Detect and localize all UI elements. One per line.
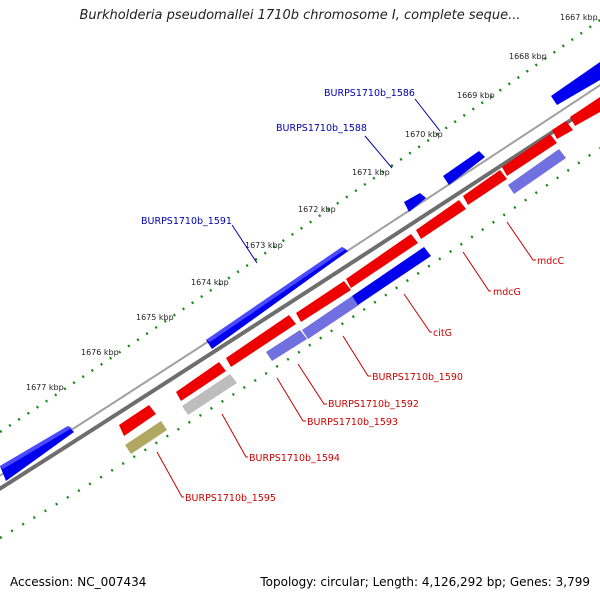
gene-reverse[interactable] [416,200,466,239]
gene-label-burps1710b-1586[interactable]: BURPS1710b_1586 [324,88,415,99]
gene-forward[interactable] [443,151,485,185]
kbp-label: 1673 kbp [245,241,283,250]
gene-reverse[interactable] [552,121,573,139]
gene-reverse[interactable] [346,234,418,288]
leader-line [276,377,306,422]
leader-line [414,98,441,132]
gene-reverse[interactable] [176,362,226,401]
kbp-label: 1672 kbp [298,205,336,214]
leader-line [221,413,248,458]
kbp-label: 1668 kbp [509,52,547,61]
gene-forward[interactable] [551,62,600,105]
leader-line [297,363,327,405]
gene-label-burps1710b-1591[interactable]: BURPS1710b_1591 [141,216,232,227]
gene-label-burps1710b-1595[interactable]: BURPS1710b_1595 [185,493,276,504]
gene-reverse[interactable] [463,170,507,205]
leader-line [506,221,536,261]
kbp-label: 1674 kbp [191,278,229,287]
kbp-label: 1671 kbp [352,168,390,177]
gene-label-burps1710b-1590[interactable]: BURPS1710b_1590 [372,372,463,383]
feature-lavender[interactable] [266,330,307,361]
kbp-label: 1669 kbp [457,91,495,100]
leader-line [462,251,491,292]
accession-text: Accession: NC_007434 [10,575,147,589]
leader-line [156,451,184,498]
gene-reverse[interactable] [226,315,296,367]
forward-genes [0,62,600,481]
kbp-label: 1677 kbp [26,383,64,392]
gene-label-burps1710b-1588[interactable]: BURPS1710b_1588 [276,123,367,134]
feature-lavender[interactable] [508,149,566,194]
gene-reverse[interactable] [296,281,351,322]
gene-forward [0,426,72,469]
gene-label-burps1710b-1594[interactable]: BURPS1710b_1594 [249,453,340,464]
kbp-tick-labels: 1667 kbp 1668 kbp 1669 kbp 1670 kbp 1671… [26,13,598,392]
gene-reverse[interactable] [119,405,156,436]
gene-forward[interactable] [206,247,348,349]
kbp-label: 1670 kbp [405,130,443,139]
leader-line [231,224,258,264]
map-title: Burkholderia pseudomallei 1710b chromoso… [79,8,521,23]
ruler-inner [0,146,600,540]
gene-label-mdcg[interactable]: mdcG [493,287,521,298]
topology-text: Topology: circular; Length: 4,126,292 bp… [260,575,590,589]
gene-forward [206,247,346,342]
gene-label-burps1710b-1592[interactable]: BURPS1710b_1592 [328,399,419,410]
leader-line [364,135,393,169]
leader-line [342,335,371,377]
feature-gray[interactable] [182,374,237,415]
feature-blue[interactable] [352,247,431,305]
reverse-genes [119,97,600,436]
gene-reverse[interactable] [502,134,557,176]
leader-line [403,293,432,333]
gene-forward[interactable] [404,193,426,212]
gene-labels: BURPS1710b_1586 BURPS1710b_1588 BURPS171… [141,88,565,504]
feature-lavender[interactable] [302,296,359,339]
gene-label-mdcc[interactable]: mdcC [537,256,565,267]
feature-olive[interactable] [125,421,167,454]
kbp-label: 1676 kbp [81,348,119,357]
backbone-line [0,98,600,492]
leader-lines [156,98,536,498]
gene-label-burps1710b-1593[interactable]: BURPS1710b_1593 [307,417,398,428]
kbp-label: 1675 kbp [136,313,174,322]
gene-forward[interactable] [0,426,74,481]
inner-lane-features [125,149,566,454]
kbp-label: 1667 kbp [560,13,598,22]
gene-reverse[interactable] [570,97,600,126]
gene-label-citg[interactable]: citG [433,328,452,339]
